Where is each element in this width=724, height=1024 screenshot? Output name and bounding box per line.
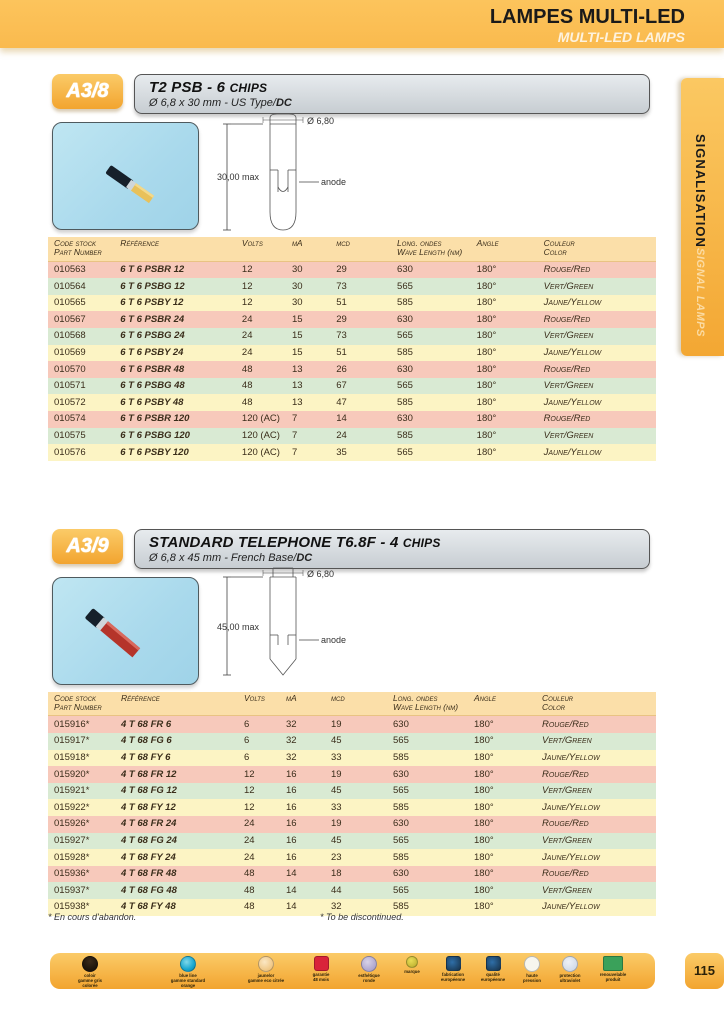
svg-text:Ø 6,80: Ø 6,80 bbox=[307, 569, 334, 579]
svg-text:Ø 6,80: Ø 6,80 bbox=[307, 116, 334, 126]
svg-text:30,00 max: 30,00 max bbox=[217, 172, 260, 182]
svg-text:45,00 max: 45,00 max bbox=[217, 622, 260, 632]
svg-text:anode: anode bbox=[321, 177, 346, 187]
svg-text:anode: anode bbox=[321, 635, 346, 645]
